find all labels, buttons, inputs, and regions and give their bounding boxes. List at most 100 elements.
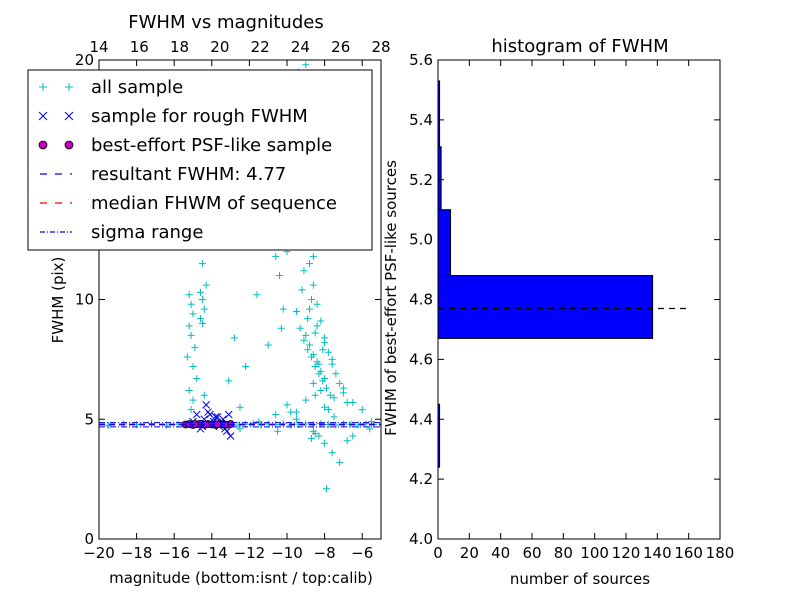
sample-point: [313, 322, 321, 330]
scatter-title: FWHM vs magnitudes: [128, 12, 323, 33]
histogram-bar: [437, 209, 452, 277]
x-tick-label: −20: [83, 544, 115, 562]
sample-point: [185, 387, 193, 395]
sample-point: [279, 305, 287, 313]
scatter-panel: −20 −18 −16 −14 −12 −10 −8 −6 14 16 18 20 22 24 26 28 …: [27, 12, 391, 587]
histogram-y-axis: 4.0 4.2 4.4 4.6 4.8 5.0 5.2 5.4 5.6: [409, 51, 720, 548]
sample-point: [274, 427, 282, 435]
circle-legend-icon: [38, 140, 48, 150]
sample-point: [302, 396, 310, 404]
sample-point: [309, 351, 317, 359]
legend-item: sigma range: [40, 222, 203, 243]
legend-item: best-effort PSF-like sample: [38, 135, 332, 156]
sample-point: [343, 437, 351, 445]
x-tick-label: 20: [460, 544, 479, 562]
sample-point: [326, 391, 334, 399]
y-tick-label: 5.6: [409, 51, 433, 69]
sample-point: [272, 410, 280, 418]
sample-point: [330, 394, 338, 402]
sample-point: [322, 384, 330, 392]
sample-point: [253, 291, 261, 299]
sample-point: [315, 360, 323, 368]
sample-point: [187, 300, 195, 308]
sample-point: [225, 377, 233, 385]
sample-point: [230, 334, 238, 342]
histogram-panel: 0 20 40 60 80 100 120 140 160 180 4.0 4.2 4.4 4.6 4.8…: [382, 36, 734, 588]
sample-point: [189, 310, 197, 318]
histogram-title: histogram of FWHM: [491, 36, 668, 57]
sample-point: [202, 281, 210, 289]
plus-legend-icon: [65, 83, 73, 91]
legend-label: all sample: [91, 77, 183, 98]
x-tick-label: −14: [196, 544, 228, 562]
sample-point: [300, 267, 308, 275]
sample-point: [317, 367, 325, 375]
y-tick-label: 20: [75, 51, 94, 69]
x-tick-label: 100: [580, 544, 609, 562]
sample-point: [307, 434, 315, 442]
y-tick-label: 5.2: [409, 171, 433, 189]
sample-point: [191, 343, 199, 351]
sample-point: [242, 363, 250, 371]
scatter-legend: all sample sample for rough FWHM best-effo…: [27, 69, 373, 251]
sample-point: [311, 329, 319, 337]
sample-point: [313, 300, 321, 308]
legend-label: sigma range: [91, 222, 203, 243]
legend-box: [27, 69, 373, 251]
sample-point: [298, 286, 306, 294]
sample-point: [198, 260, 206, 268]
sample-point: [264, 341, 272, 349]
sample-point: [358, 406, 366, 414]
sample-point: [292, 415, 300, 423]
sample-point: [185, 291, 193, 299]
sample-point: [189, 396, 197, 404]
sample-point: [328, 449, 336, 457]
sample-point: [200, 391, 208, 399]
x-tick-label: 120: [612, 544, 641, 562]
sample-point: [332, 370, 340, 378]
legend-label: best-effort PSF-like sample: [91, 135, 332, 156]
top-tick-label: 14: [89, 38, 108, 56]
x-tick-label: −18: [121, 544, 153, 562]
sample-point: [321, 403, 329, 411]
top-tick-label: 18: [170, 38, 189, 56]
sample-point: [277, 324, 285, 332]
sample-point: [187, 331, 195, 339]
scatter-y-axis-label: FWHM (pix): [49, 257, 67, 344]
x-tick-label: −10: [271, 544, 303, 562]
histogram-y-axis-label: FWHM of best-effort PSF-like sources: [382, 160, 400, 436]
rough-point: [206, 410, 214, 419]
sample-point: [198, 319, 206, 327]
x-tick-label: 60: [522, 544, 541, 562]
x-tick-label: 160: [674, 544, 703, 562]
sample-point: [324, 406, 332, 414]
sample-point: [200, 305, 208, 313]
sample-point: [198, 296, 206, 303]
sample-point: [366, 425, 374, 433]
sample-point: [300, 336, 308, 344]
top-tick-label: 24: [291, 38, 310, 56]
sample-point: [321, 439, 329, 447]
sample-point: [306, 260, 314, 268]
legend-item: resultant FWHM: 4.77: [40, 164, 286, 185]
x-legend-icon: [64, 111, 74, 121]
sample-point: [296, 324, 304, 332]
sample-point: [306, 341, 314, 349]
sample-point: [183, 353, 191, 361]
x-tick-label: 180: [706, 544, 735, 562]
sample-point: [317, 387, 325, 395]
sample-point: [317, 317, 325, 325]
sample-point: [311, 430, 319, 438]
rough-point: [213, 413, 222, 421]
top-tick-label: 22: [251, 38, 270, 56]
sample-point: [193, 375, 201, 383]
rough-point: [211, 413, 220, 421]
sample-point: [236, 425, 244, 433]
y-tick-label: 4.0: [409, 530, 433, 548]
histogram-x-axis: 0 20 40 60 80 100 120 140 160 180: [433, 60, 734, 562]
scatter-reference-lines: [99, 422, 381, 428]
top-tick-label: 16: [130, 38, 149, 56]
sample-point: [309, 379, 317, 387]
legend-label: resultant FWHM: 4.77: [91, 164, 286, 185]
